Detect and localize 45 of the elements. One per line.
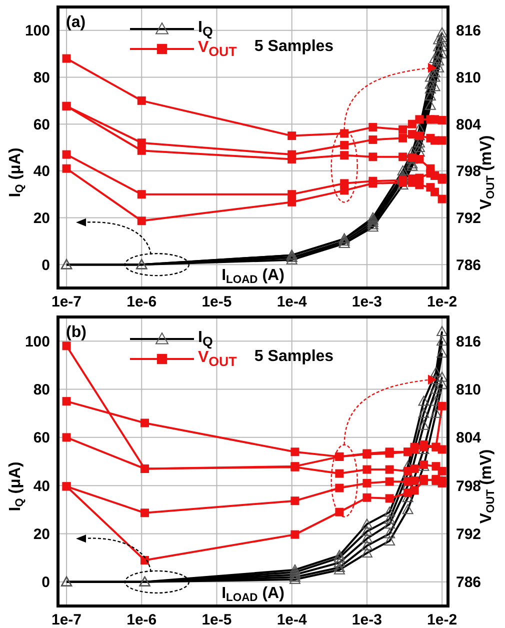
- x-tick-label: 1e-2: [427, 612, 458, 628]
- y2-tick-label: 798: [456, 163, 482, 180]
- x-tick-label: 1e-7: [52, 294, 82, 311]
- y2-tick-label: 810: [456, 70, 482, 87]
- x-tick-label: 1e-2: [427, 294, 458, 311]
- annotation: 5 Samples: [254, 348, 334, 365]
- y-tick-label: 0: [42, 256, 50, 274]
- y-tick-label: 0: [42, 574, 50, 592]
- x-tick-label: 1e-7: [52, 612, 82, 628]
- y2-tick-label: 792: [456, 210, 482, 228]
- x-axis-title: I$_{LOAD}$ (A): [222, 267, 284, 286]
- legend-label: I$_{Q}$: [198, 328, 213, 350]
- y-tick-label: 100: [24, 333, 50, 350]
- y2-tick-label: 810: [456, 382, 482, 399]
- chart-title: (a): [66, 14, 86, 31]
- y-tick-label: 20: [33, 526, 50, 544]
- x-tick-label: 1e-6: [126, 612, 157, 628]
- y-tick-label: 60: [33, 430, 50, 447]
- legend-label: V$_{OUT}$: [198, 38, 237, 60]
- x-tick-label: 1e-3: [352, 612, 382, 628]
- legend-label: I$_{Q}$: [198, 18, 213, 40]
- chart-title: (b): [66, 324, 86, 341]
- legend-label: V$_{OUT}$: [198, 348, 237, 370]
- y2-tick-label: 816: [456, 333, 482, 350]
- y-tick-label: 100: [24, 22, 50, 40]
- x-tick-label: 1e-4: [276, 612, 308, 628]
- y-tick-label: 60: [33, 116, 50, 134]
- x-axis-title: I$_{LOAD}$ (A): [222, 585, 284, 604]
- y-tick-label: 40: [33, 163, 50, 180]
- y-tick-label: 80: [33, 382, 50, 399]
- y2-tick-label: 792: [456, 526, 482, 544]
- y-tick-label: 80: [33, 70, 50, 87]
- x-tick-label: 1e-6: [126, 294, 157, 311]
- x-tick-label: 1e-4: [276, 294, 308, 311]
- y-tick-label: 20: [33, 210, 50, 228]
- y-tick-label: 40: [33, 478, 50, 495]
- y2-tick-label: 816: [456, 22, 482, 40]
- y2-tick-label: 786: [456, 256, 482, 274]
- x-tick-label: 1e-5: [202, 612, 232, 628]
- x-tick-label: 1e-3: [352, 294, 382, 311]
- annotation: 5 Samples: [254, 38, 334, 55]
- x-tick-label: 1e-5: [202, 294, 232, 311]
- y2-tick-label: 804: [456, 116, 482, 134]
- y2-tick-label: 786: [456, 574, 482, 592]
- y2-tick-label: 804: [456, 430, 482, 447]
